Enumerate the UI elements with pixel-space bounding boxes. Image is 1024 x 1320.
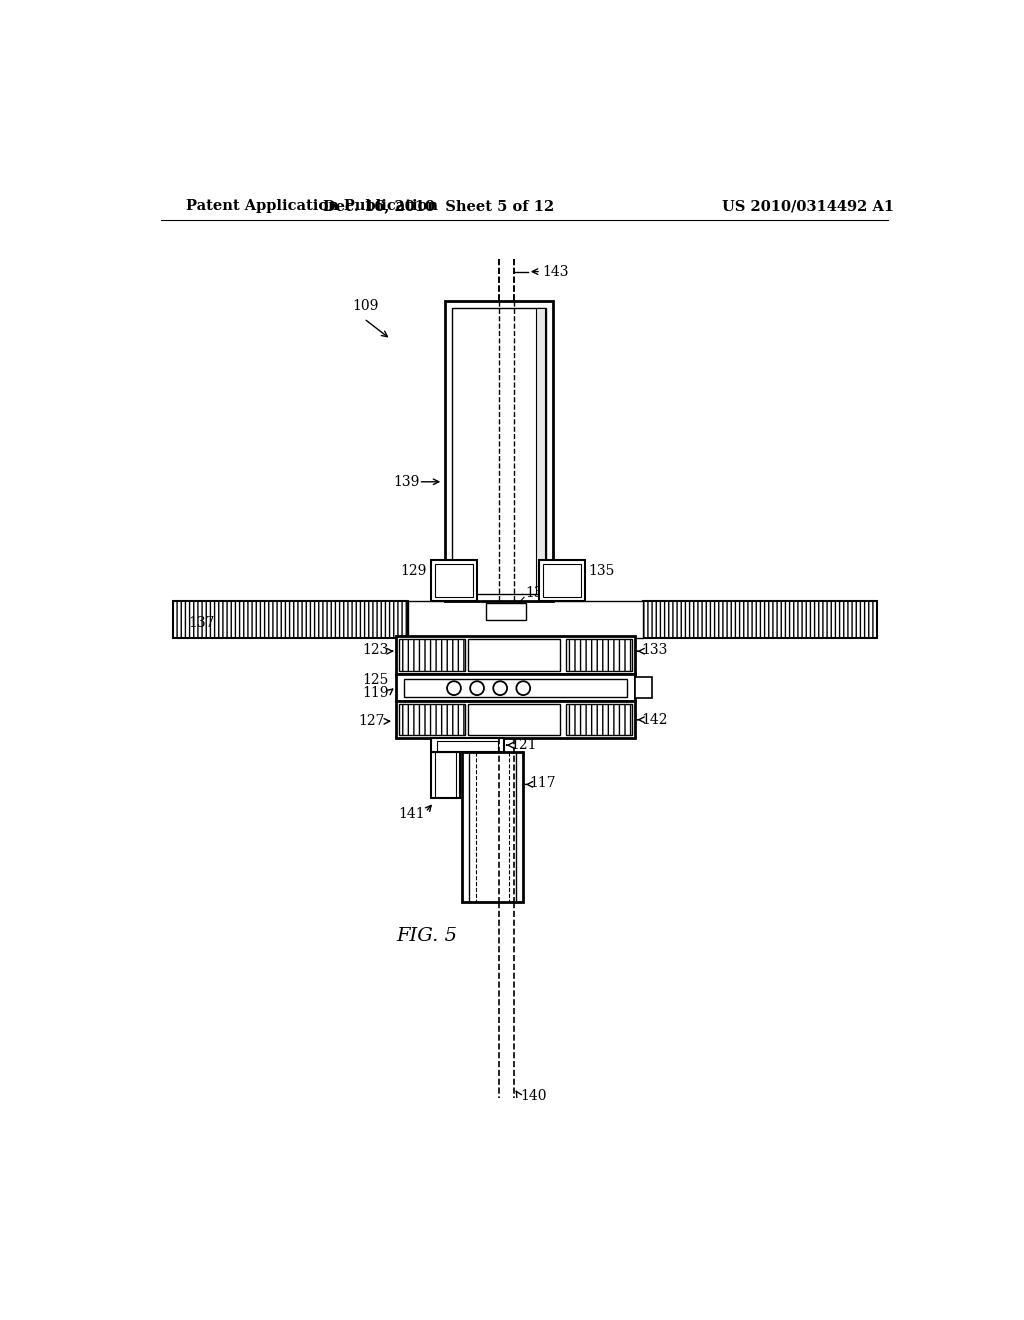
Text: 123: 123: [362, 643, 388, 656]
Bar: [396, 636, 635, 675]
Bar: [408, 601, 643, 638]
Circle shape: [447, 681, 461, 696]
Text: US 2010/0314492 A1: US 2010/0314492 A1: [722, 199, 894, 213]
Bar: [539, 560, 585, 601]
Text: 133: 133: [641, 643, 668, 656]
Text: Dec. 16, 2010  Sheet 5 of 12: Dec. 16, 2010 Sheet 5 of 12: [323, 199, 554, 213]
Text: 142: 142: [641, 713, 668, 727]
Bar: [462, 752, 523, 903]
Text: 127: 127: [358, 714, 385, 729]
Bar: [486, 603, 526, 619]
Bar: [452, 308, 546, 594]
Bar: [399, 639, 465, 672]
Bar: [566, 705, 632, 735]
Bar: [431, 752, 460, 799]
Bar: [396, 675, 635, 701]
Text: 117: 117: [529, 776, 556, 789]
Text: 139: 139: [393, 475, 419, 488]
Bar: [566, 639, 632, 672]
Text: 131: 131: [525, 586, 552, 601]
Text: 140: 140: [520, 1089, 547, 1104]
Bar: [468, 639, 560, 672]
Text: 135: 135: [589, 564, 615, 578]
Bar: [444, 301, 553, 601]
Bar: [403, 678, 628, 697]
Bar: [468, 705, 560, 735]
Text: 109: 109: [352, 300, 379, 313]
Bar: [396, 701, 635, 738]
Text: 141: 141: [398, 807, 425, 821]
Bar: [173, 601, 408, 638]
Circle shape: [470, 681, 484, 696]
Text: 129: 129: [400, 564, 427, 578]
Text: 121: 121: [510, 738, 537, 752]
Text: 137: 137: [188, 615, 215, 630]
Text: 125: 125: [362, 673, 388, 688]
Bar: [399, 705, 465, 735]
Text: Patent Application Publication: Patent Application Publication: [186, 199, 438, 213]
Circle shape: [516, 681, 530, 696]
Bar: [543, 564, 581, 597]
Text: 143: 143: [543, 264, 569, 279]
Bar: [431, 738, 504, 752]
Bar: [431, 560, 477, 601]
Bar: [536, 308, 545, 594]
Circle shape: [494, 681, 507, 696]
Bar: [435, 564, 473, 597]
Bar: [635, 677, 652, 698]
Text: 119: 119: [362, 686, 388, 700]
Bar: [643, 601, 878, 638]
Text: FIG. 5: FIG. 5: [396, 927, 457, 945]
Bar: [437, 741, 498, 751]
